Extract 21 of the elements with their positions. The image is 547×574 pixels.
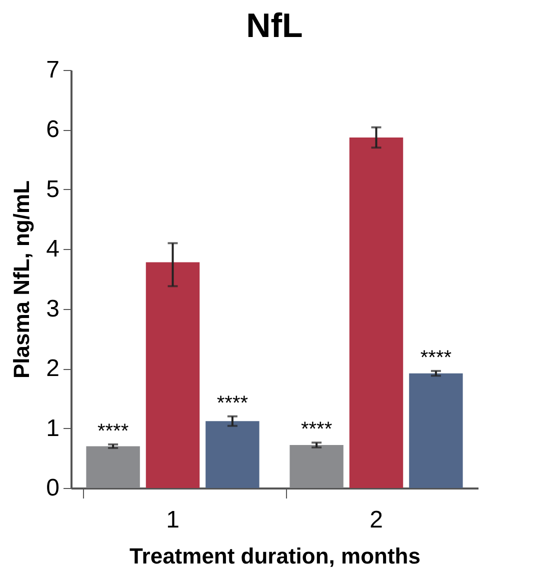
data-label: **** <box>300 418 332 441</box>
x-axis-title: Treatment duration, months <box>130 544 420 568</box>
data-label: **** <box>216 392 248 414</box>
y-tick-label: 3 <box>46 295 60 322</box>
bar <box>349 137 404 488</box>
y-tick-label: 0 <box>46 474 60 502</box>
y-tick-label: 5 <box>46 176 60 203</box>
chart-title: NfL <box>246 7 303 45</box>
y-tick-label: 6 <box>46 116 60 144</box>
bar <box>290 445 344 488</box>
y-tick-label: 4 <box>46 236 60 263</box>
y-axis-title: Plasma NfL, ng/mL <box>9 180 34 379</box>
bar <box>206 421 260 488</box>
data-label: **** <box>420 346 452 369</box>
data-label: **** <box>97 420 129 442</box>
bar <box>86 446 140 488</box>
bar <box>409 373 463 488</box>
y-tick-label: 1 <box>46 414 60 442</box>
y-tick-label: 7 <box>46 56 60 84</box>
y-tick-label: 2 <box>46 355 60 382</box>
bar <box>146 262 200 488</box>
